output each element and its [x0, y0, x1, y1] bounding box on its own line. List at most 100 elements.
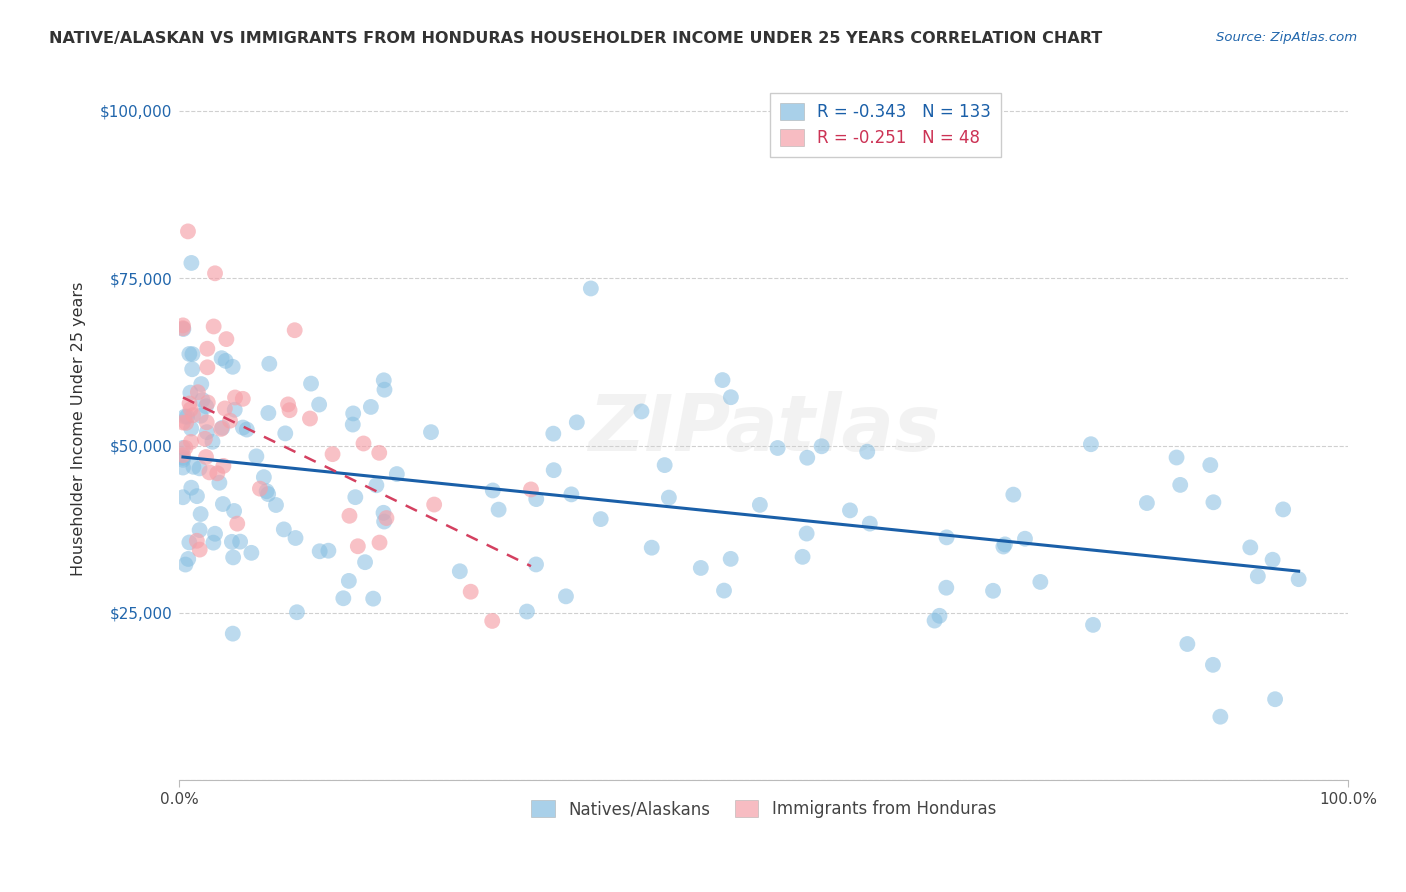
Point: [373, 383, 395, 397]
Point: [1080, 437, 1102, 451]
Point: [176, 409, 198, 424]
Point: [204, 266, 226, 280]
Point: [172, 321, 194, 335]
Point: [204, 526, 226, 541]
Point: [488, 502, 510, 516]
Point: [187, 385, 209, 400]
Point: [347, 539, 370, 553]
Point: [172, 322, 194, 336]
Point: [212, 458, 235, 473]
Point: [543, 463, 565, 477]
Point: [179, 535, 201, 549]
Point: [172, 450, 194, 465]
Point: [360, 400, 382, 414]
Point: [579, 281, 602, 295]
Point: [207, 467, 229, 481]
Point: [179, 347, 201, 361]
Legend: Natives/Alaskans, Immigrants from Honduras: Natives/Alaskans, Immigrants from Hondur…: [524, 793, 1002, 825]
Point: [202, 319, 225, 334]
Point: [179, 385, 201, 400]
Point: [222, 504, 245, 518]
Point: [257, 406, 280, 420]
Point: [222, 626, 245, 640]
Point: [839, 503, 862, 517]
Point: [520, 483, 543, 497]
Point: [284, 323, 307, 337]
Point: [1264, 692, 1286, 706]
Point: [1272, 502, 1295, 516]
Point: [368, 446, 391, 460]
Point: [219, 414, 242, 428]
Point: [994, 537, 1017, 551]
Point: [226, 516, 249, 531]
Point: [240, 546, 263, 560]
Point: [172, 448, 194, 462]
Point: [337, 574, 360, 588]
Point: [810, 439, 832, 453]
Point: [373, 515, 395, 529]
Point: [232, 392, 254, 406]
Point: [188, 461, 211, 475]
Point: [368, 535, 391, 549]
Point: [298, 411, 321, 425]
Point: [215, 332, 238, 346]
Point: [1029, 574, 1052, 589]
Point: [197, 395, 219, 409]
Point: [318, 543, 340, 558]
Point: [277, 397, 299, 411]
Point: [385, 467, 408, 481]
Point: [689, 561, 711, 575]
Point: [284, 531, 307, 545]
Text: ZIPatlas: ZIPatlas: [588, 391, 939, 467]
Point: [924, 614, 946, 628]
Point: [190, 507, 212, 521]
Point: [354, 555, 377, 569]
Point: [560, 487, 582, 501]
Point: [420, 425, 443, 439]
Point: [928, 608, 950, 623]
Point: [195, 415, 218, 429]
Point: [555, 590, 578, 604]
Point: [183, 459, 205, 474]
Point: [212, 497, 235, 511]
Point: [180, 256, 202, 270]
Point: [308, 544, 330, 558]
Point: [353, 436, 375, 450]
Point: [720, 390, 742, 404]
Point: [172, 453, 194, 467]
Point: [1261, 553, 1284, 567]
Point: [211, 351, 233, 366]
Point: [229, 534, 252, 549]
Point: [748, 498, 770, 512]
Point: [630, 404, 652, 418]
Point: [481, 614, 503, 628]
Point: [191, 392, 214, 407]
Point: [172, 441, 194, 455]
Point: [177, 224, 200, 238]
Point: [1002, 488, 1025, 502]
Point: [373, 373, 395, 387]
Point: [180, 402, 202, 417]
Point: [792, 549, 814, 564]
Point: [264, 498, 287, 512]
Point: [373, 506, 395, 520]
Point: [1136, 496, 1159, 510]
Point: [194, 432, 217, 446]
Point: [423, 498, 446, 512]
Point: [1202, 495, 1225, 509]
Point: [202, 535, 225, 549]
Point: [172, 490, 194, 504]
Point: [179, 396, 201, 410]
Point: [481, 483, 503, 498]
Point: [332, 591, 354, 606]
Point: [796, 450, 818, 465]
Point: [308, 398, 330, 412]
Point: [859, 516, 882, 531]
Point: [190, 377, 212, 392]
Point: [1175, 637, 1198, 651]
Point: [208, 475, 231, 490]
Point: [654, 458, 676, 472]
Point: [195, 400, 218, 414]
Point: [344, 490, 367, 504]
Point: [259, 357, 281, 371]
